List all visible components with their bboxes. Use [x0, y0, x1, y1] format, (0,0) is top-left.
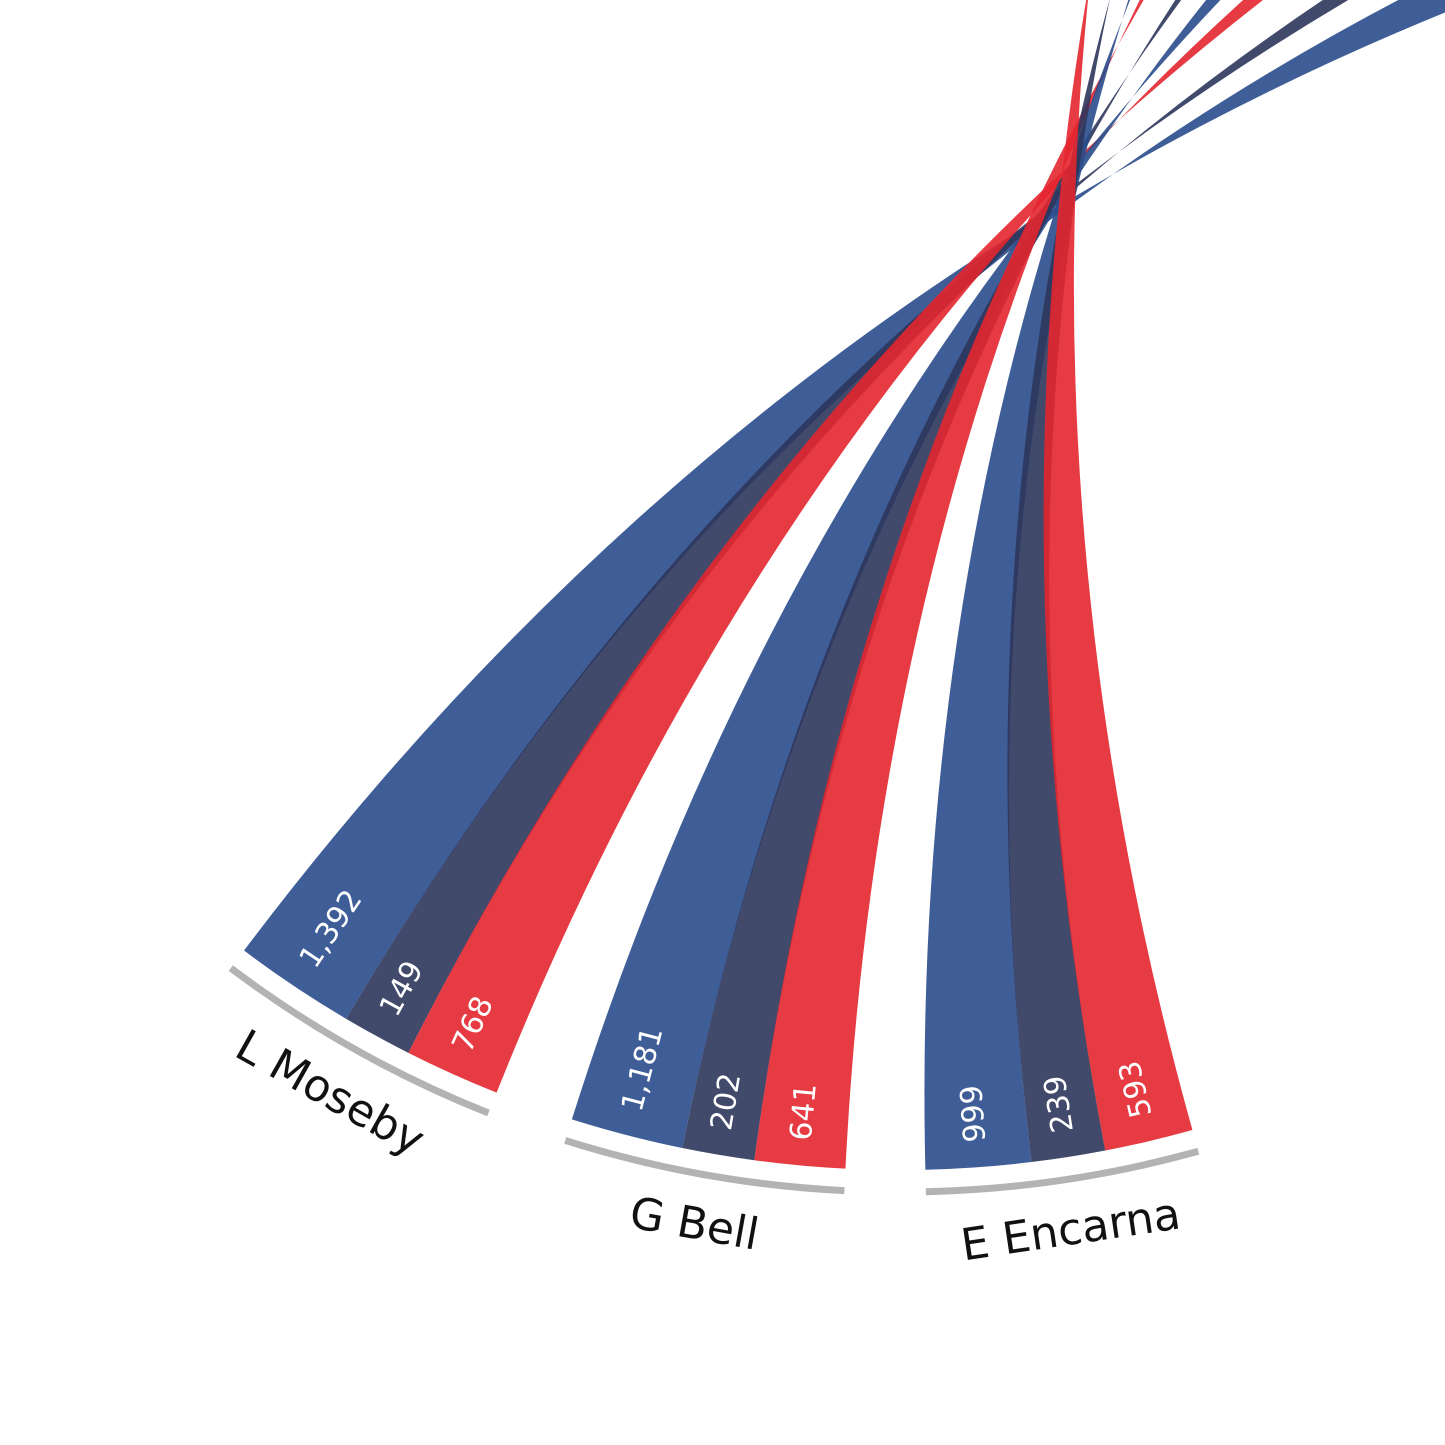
- ribbons: [244, 0, 1445, 1170]
- ribbon: [754, 0, 1144, 1169]
- ribbon: [1043, 0, 1193, 1151]
- value-label: 999: [954, 1084, 993, 1144]
- group-arc: [228, 965, 490, 1117]
- group-label: G Bell: [626, 1188, 763, 1261]
- value-label: 641: [784, 1082, 824, 1142]
- ribbon: [244, 0, 1445, 1019]
- ribbon: [924, 0, 1131, 1170]
- group-arc: [564, 1137, 845, 1195]
- ribbon: [346, 0, 1349, 1053]
- value-label: 239: [1038, 1073, 1081, 1135]
- ribbon: [408, 0, 1264, 1093]
- ribbon: [1007, 0, 1110, 1163]
- group-arc: [925, 1147, 1200, 1196]
- ribbon: [571, 0, 1221, 1149]
- group-label: E Encarna: [958, 1188, 1184, 1271]
